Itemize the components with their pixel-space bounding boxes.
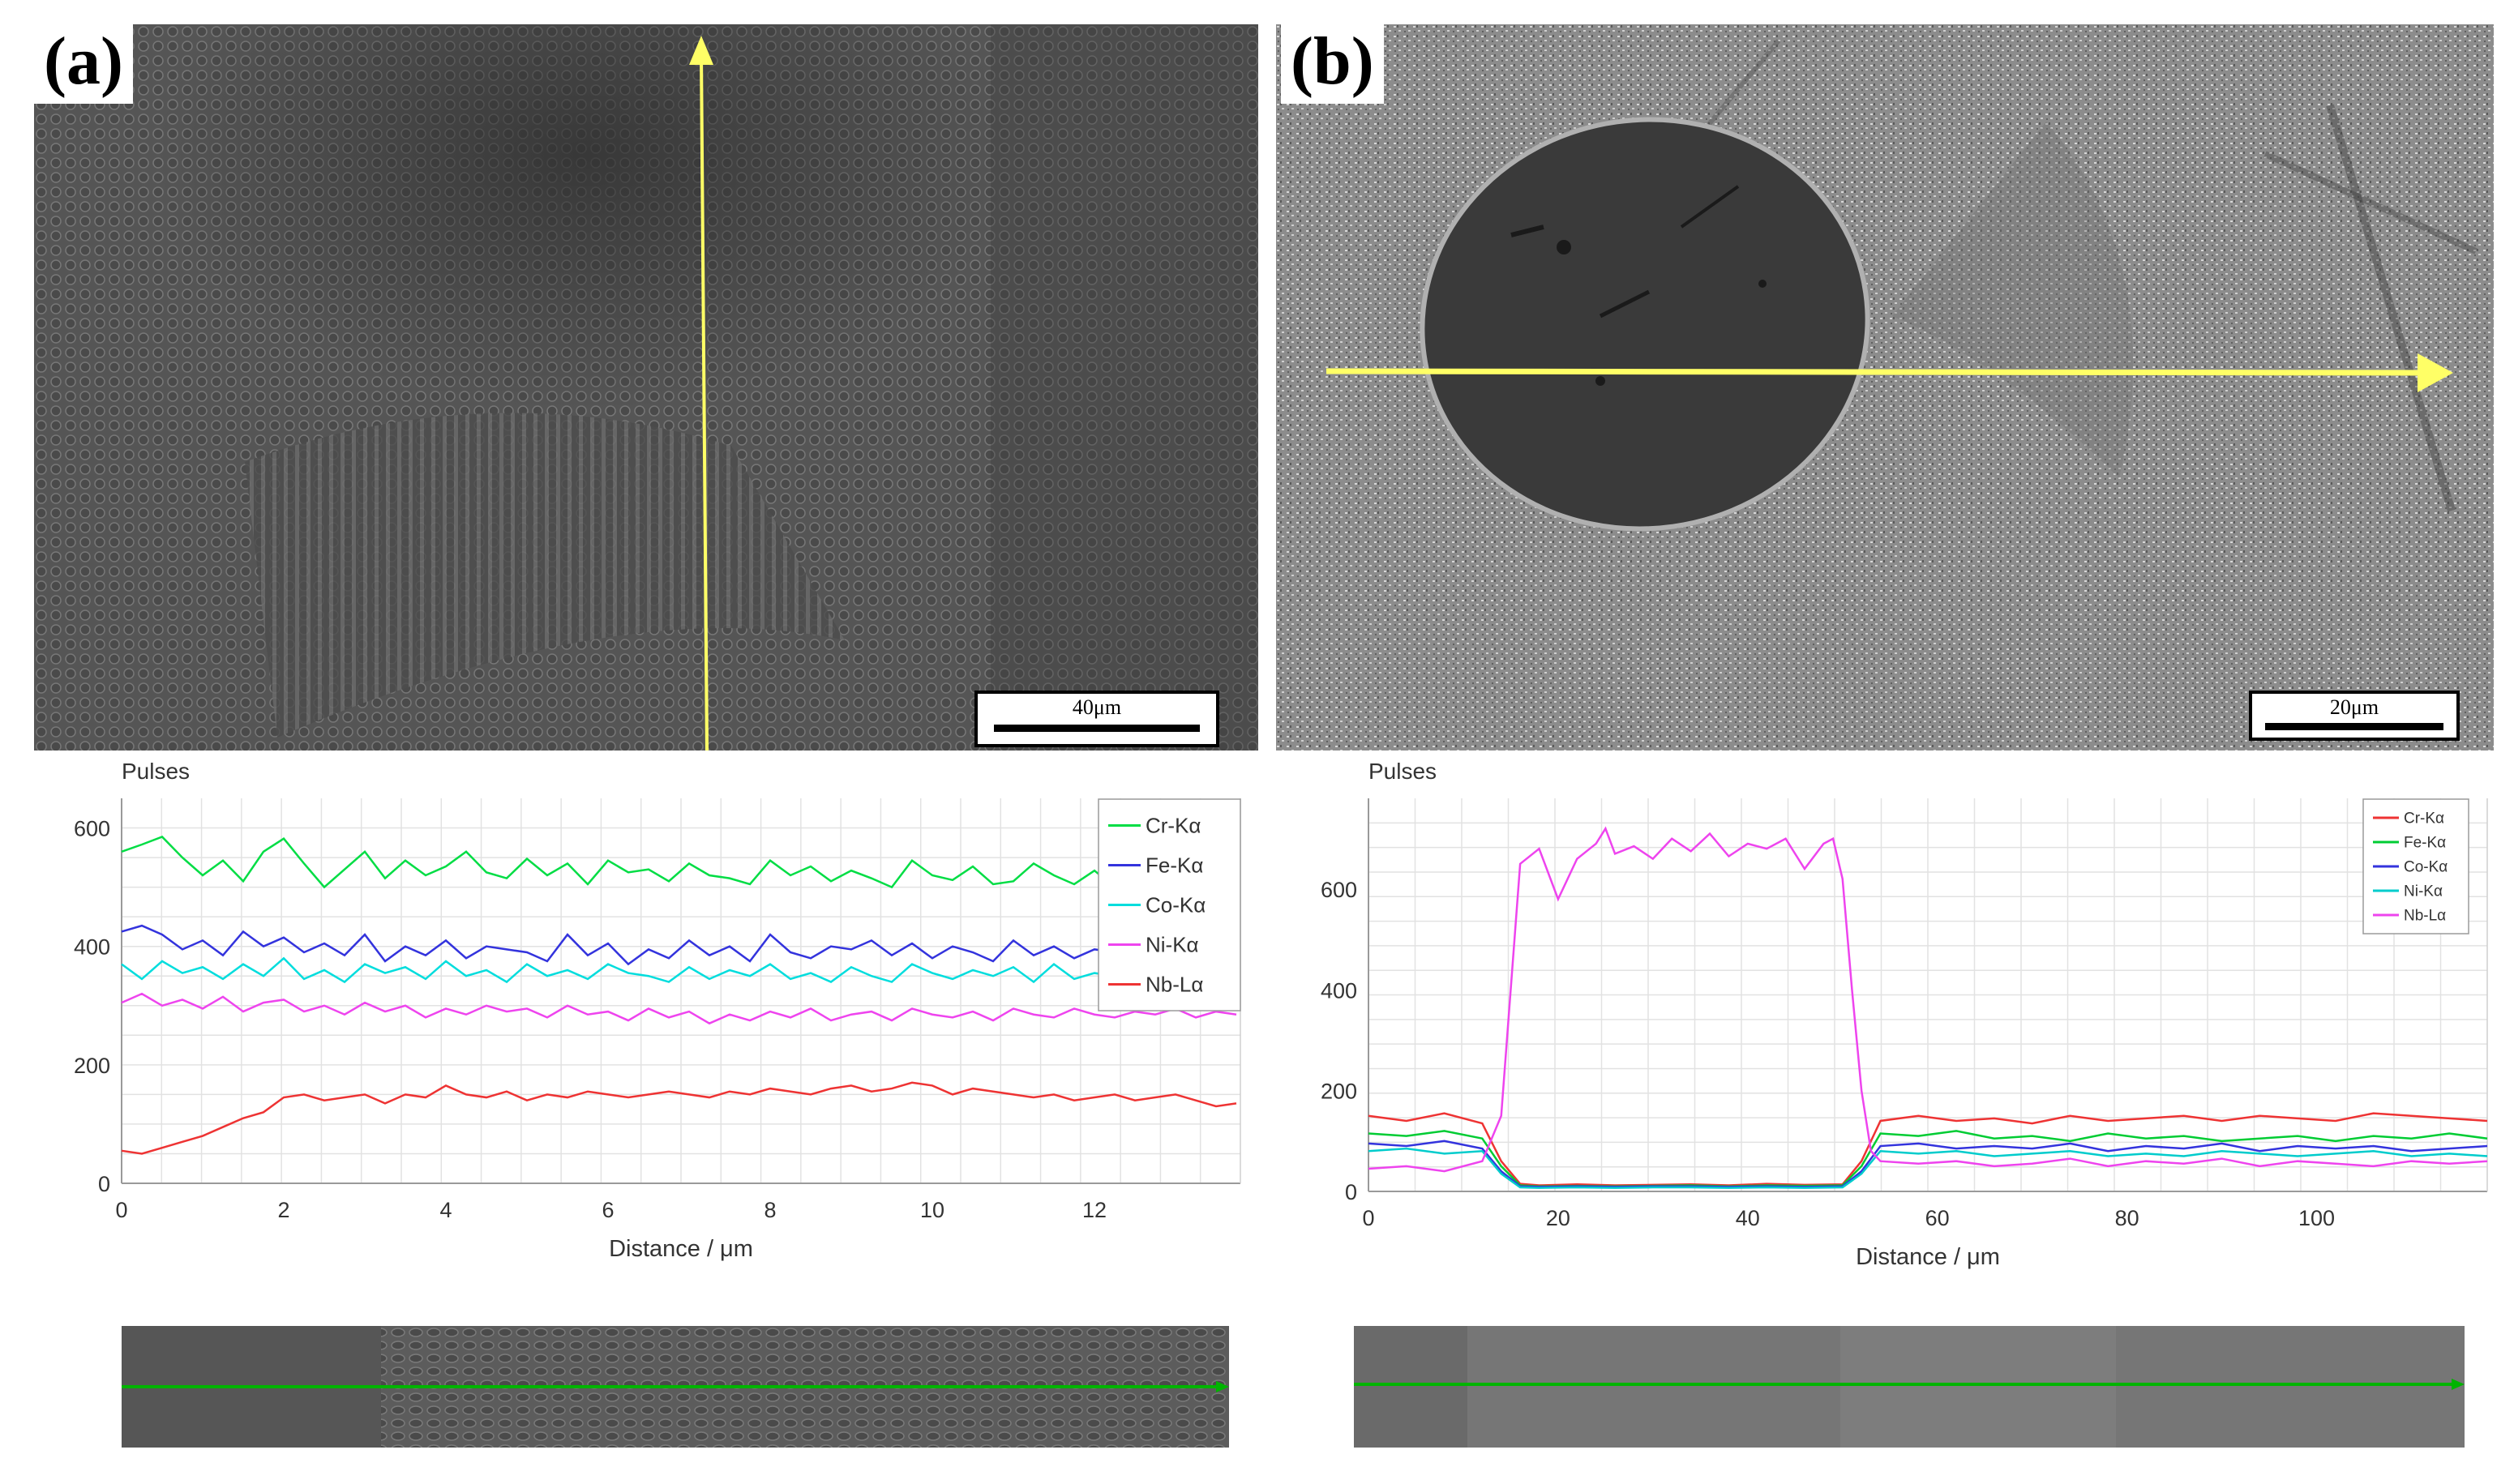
scale-bar-a-label: 40μm (1072, 695, 1122, 719)
chart-b-legend-label: Fe-Kα (2404, 835, 2446, 852)
chart-a-legend-label: Fe-Kα (1146, 853, 1203, 878)
chart-b-legend-label: Nb-Lα (2404, 908, 2446, 925)
chart-b-x-tick-label: 0 (1362, 1206, 1374, 1230)
chart-a-x-axis-label: Distance / μm (609, 1236, 753, 1262)
chart-a-legend-label: Nb-Lα (1146, 973, 1203, 997)
micrograph-b-texture (1276, 24, 2494, 751)
chart-a-y-tick-label: 0 (98, 1172, 110, 1196)
chart-b-series-ni-line (1368, 1147, 2488, 1189)
chart-a-series-co-line (121, 956, 1237, 984)
chart-a-x-tick-label: 12 (1082, 1198, 1107, 1222)
chart-b-legend-label: Co-Kα (2404, 859, 2448, 876)
chart-a-series-cr-line (121, 836, 1237, 889)
chart-a-x-tick-label: 0 (115, 1198, 127, 1222)
line-chart-a: 0 2 4 6 8 10 12 0 200 400 600 Pulses Distance / μm Cr… (74, 759, 1241, 1262)
chart-b-y-tick-label: 400 (1321, 978, 1357, 1003)
chart-b-y-axis-label: Pulses (1368, 759, 1437, 784)
line-chart-b: 0 20 40 60 80 100 0 200 400 600 Pulses Distance / μ… (1321, 759, 2488, 1270)
chart-b-x-tick-label: 20 (1546, 1206, 1570, 1230)
chart-a-legend-label: Co-Kα (1146, 893, 1206, 917)
chart-a-x-tick-label: 8 (764, 1198, 776, 1222)
chart-b-legend (2362, 798, 2469, 934)
chart-a-y-tick-label: 400 (74, 935, 110, 960)
scan-line-a-head (1216, 1381, 1229, 1392)
chart-b-x-tick-label: 100 (2298, 1206, 2335, 1230)
chart-b-y-tick-label: 200 (1321, 1080, 1357, 1104)
chart-b-y-tick-label: 600 (1321, 878, 1357, 902)
scan-strip-a-texture (122, 1326, 1229, 1448)
chart-b-x-axis-label: Distance / μm (1856, 1244, 2000, 1270)
scale-bar-b: 20μm (2249, 691, 2460, 741)
micrograph-a (34, 24, 1258, 751)
scale-bar-b-line (2265, 723, 2443, 730)
scale-bar-a-line (994, 725, 1200, 732)
chart-a-legend-label: Cr-Kα (1146, 814, 1201, 838)
chart-a-legend-label: Ni-Kα (1146, 933, 1199, 957)
chart-a-y-tick-label: 200 (74, 1054, 110, 1078)
chart-a-y-axis-label: Pulses (122, 759, 190, 784)
chart-a-y-tick-label: 600 (74, 817, 110, 841)
chart-b-series-cr-line (1368, 1112, 2488, 1187)
scan-strip-a (122, 1326, 1229, 1448)
chart-b-x-tick-label: 60 (1925, 1206, 1950, 1230)
micrograph-b (1276, 24, 2494, 751)
scale-bar-a: 40μm (974, 691, 1219, 747)
chart-a-x-tick-label: 6 (602, 1198, 614, 1222)
chart-b-x-tick-label: 40 (1736, 1206, 1760, 1230)
scan-arrow-b (1326, 353, 2453, 392)
chart-b-legend-label: Ni-Kα (2404, 883, 2443, 900)
chart-a-series-ni-line (121, 992, 1237, 1025)
chart-b-series-nb-line (1368, 826, 2488, 1173)
scan-line-b-head (2452, 1379, 2465, 1390)
chart-b-legend-label: Cr-Kα (2404, 810, 2444, 828)
chart-b-x-tick-label: 80 (2115, 1206, 2139, 1230)
panel-label-a: (a) (34, 24, 133, 104)
scan-arrow-a (689, 36, 713, 751)
panel-label-b: (b) (1281, 24, 1384, 104)
scan-strip-b-texture (1354, 1326, 2465, 1448)
chart-a-series-nb-line (121, 1081, 1237, 1155)
chart-a-series-fe-line (121, 924, 1237, 966)
micrograph-a-texture (34, 24, 1258, 751)
chart-a-x-tick-label: 4 (439, 1198, 452, 1222)
chart-b-y-tick-label: 0 (1345, 1180, 1357, 1204)
scale-bar-b-label: 20μm (2329, 695, 2379, 719)
chart-a-x-tick-label: 2 (277, 1198, 289, 1222)
scan-strip-b (1354, 1326, 2465, 1448)
chart-a-x-tick-label: 10 (920, 1198, 944, 1222)
